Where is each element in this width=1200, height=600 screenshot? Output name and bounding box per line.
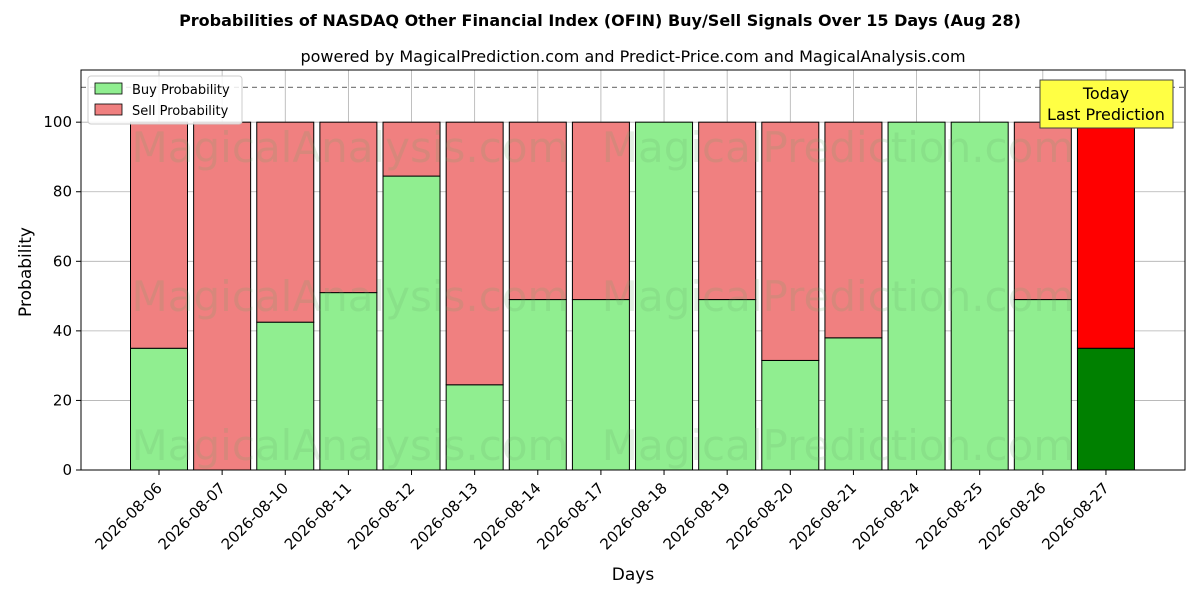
x-tick-label: 2026-08-24: [849, 479, 923, 553]
bar-buy: [1013, 299, 1072, 471]
watermark: MagicalAnalysis.com: [132, 123, 569, 172]
bar-buy: [698, 299, 757, 471]
bar-buy: [1076, 347, 1135, 471]
y-tick-label: 100: [43, 113, 72, 131]
watermark: MagicalAnalysis.com: [132, 421, 569, 470]
x-tick-label: 2026-08-27: [1038, 479, 1112, 553]
legend-swatch-buy: [94, 82, 123, 95]
bar-sell: [130, 121, 188, 349]
watermark: MagicalPrediction.com: [602, 421, 1075, 470]
y-tick-label: 60: [53, 252, 72, 270]
bar-buy: [761, 359, 820, 471]
bar-buy: [635, 121, 694, 471]
bar-sell: [445, 121, 504, 386]
watermark: MagicalPrediction.com: [602, 123, 1075, 172]
bar-sell: [761, 121, 820, 361]
bar-buy: [824, 337, 883, 471]
bar-sell: [571, 121, 630, 301]
bar-buy: [950, 121, 1009, 471]
legend: Buy Probability Sell Probability: [87, 75, 243, 125]
annotation-line-2: Last Prediction: [1047, 105, 1165, 124]
watermark: MagicalAnalysis.com: [132, 272, 569, 321]
watermark: MagicalPrediction.com: [602, 272, 1075, 321]
x-tick-label: 2026-08-14: [470, 479, 544, 553]
chart-title: Probabilities of NASDAQ Other Financial …: [179, 11, 1021, 30]
x-tick-label: 2026-08-20: [723, 479, 797, 553]
y-tick-label: 40: [53, 322, 72, 340]
bars: [130, 121, 1135, 471]
today-annotation: Today Last Prediction: [1039, 79, 1174, 129]
bar-sell: [824, 121, 883, 339]
y-axis-label: Probability: [16, 227, 36, 317]
y-tick-label: 20: [53, 391, 72, 409]
plot-frame: [80, 69, 1186, 471]
x-tick-label: 2026-08-26: [975, 479, 1049, 553]
bar-sell: [319, 121, 378, 294]
x-tick-label: 2026-08-25: [912, 479, 986, 553]
x-tick-label: 2026-08-11: [281, 479, 355, 553]
bar-buy: [571, 299, 630, 471]
x-tick-label: 2026-08-21: [786, 479, 860, 553]
x-axis: 2026-08-062026-08-072026-08-102026-08-11…: [91, 470, 1113, 553]
x-tick-label: 2026-08-18: [596, 479, 670, 553]
bar-sell: [508, 121, 567, 301]
bar-sell: [256, 121, 315, 323]
y-axis: 0 20 40 60 80 100: [43, 113, 81, 479]
bar-sell: [1076, 121, 1135, 349]
x-axis-label: Days: [612, 565, 655, 585]
x-tick-label: 2026-08-12: [344, 479, 418, 553]
x-tick-label: 2026-08-10: [218, 479, 292, 553]
x-tick-label: 2026-08-13: [407, 479, 481, 553]
y-tick-label: 80: [53, 183, 72, 201]
annotation-box: [1039, 79, 1174, 129]
bar-sell: [1013, 121, 1072, 301]
y-tick-label: 0: [62, 461, 72, 479]
bar-sell: [382, 121, 441, 177]
bar-buy: [445, 384, 504, 471]
bar-buy: [508, 299, 567, 471]
bar-sell: [698, 121, 757, 301]
watermarks: MagicalAnalysis.com MagicalPrediction.com…: [132, 123, 1075, 470]
bar-buy: [319, 292, 378, 471]
legend-label-buy: Buy Probability: [132, 83, 230, 98]
chart-subtitle: powered by MagicalPrediction.com and Pre…: [300, 47, 965, 66]
x-tick-label: 2026-08-07: [155, 479, 229, 553]
bar-sell: [193, 121, 252, 471]
x-tick-label: 2026-08-19: [660, 479, 734, 553]
bar-buy: [887, 121, 946, 471]
legend-label-sell: Sell Probability: [132, 104, 229, 119]
x-tick-label: 2026-08-17: [533, 479, 607, 553]
legend-swatch-sell: [94, 103, 123, 116]
annotation-line-1: Today: [1082, 84, 1129, 103]
x-tick-label: 2026-08-06: [91, 479, 165, 553]
